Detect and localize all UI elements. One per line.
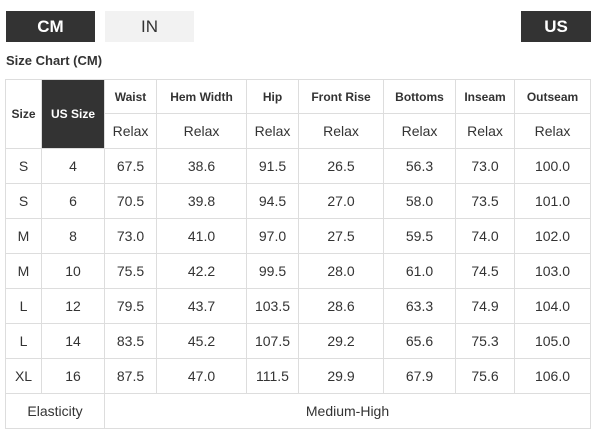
- measurement-cell: 56.3: [383, 148, 456, 184]
- measurement-cell: 83.5: [104, 323, 157, 359]
- table-row: XL 16 87.5 47.0 111.5 29.9 67.9 75.6 106.0: [5, 358, 591, 394]
- measurement-cell: 74.9: [455, 288, 515, 324]
- column-header-waist: Waist: [104, 79, 157, 114]
- size-cell: M: [5, 253, 42, 289]
- measurement-cell: 97.0: [246, 218, 299, 254]
- unit-cm-button[interactable]: CM: [6, 11, 95, 42]
- measurement-cell: 87.5: [104, 358, 157, 394]
- table-row: M 8 73.0 41.0 97.0 27.5 59.5 74.0 102.0: [5, 218, 591, 254]
- measurement-cell: 63.3: [383, 288, 456, 324]
- table-row: L 12 79.5 43.7 103.5 28.6 63.3 74.9 104.0: [5, 288, 591, 324]
- measurement-cell: 67.9: [383, 358, 456, 394]
- size-cell: L: [5, 288, 42, 324]
- measurement-cell: 74.5: [455, 253, 515, 289]
- elasticity-label: Elasticity: [5, 393, 105, 429]
- measurement-cell: 105.0: [514, 323, 591, 359]
- measurement-cell: 103.5: [246, 288, 299, 324]
- column-header-bottoms: Bottoms: [383, 79, 456, 114]
- measurement-cell: 106.0: [514, 358, 591, 394]
- measurement-cell: 38.6: [156, 148, 247, 184]
- measurement-cell: 59.5: [383, 218, 456, 254]
- measurement-cell: 79.5: [104, 288, 157, 324]
- us-size-cell: 12: [41, 288, 105, 324]
- table-row: S 6 70.5 39.8 94.5 27.0 58.0 73.5 101.0: [5, 183, 591, 219]
- fit-cell: Relax: [246, 113, 299, 149]
- fit-cell: Relax: [298, 113, 384, 149]
- measurement-cell: 43.7: [156, 288, 247, 324]
- measurement-cell: 102.0: [514, 218, 591, 254]
- measurement-cell: 75.5: [104, 253, 157, 289]
- measurement-cell: 73.0: [455, 148, 515, 184]
- measurement-cell: 75.6: [455, 358, 515, 394]
- table-body: S 4 67.5 38.6 91.5 26.5 56.3 73.0 100.0 S 6 70.5 39.…: [5, 148, 591, 394]
- us-size-cell: 4: [41, 148, 105, 184]
- column-header-hem-width: Hem Width: [156, 79, 247, 114]
- measurement-cell: 27.5: [298, 218, 384, 254]
- measurement-cell: 101.0: [514, 183, 591, 219]
- measurement-cell: 73.5: [455, 183, 515, 219]
- size-chart-title: Size Chart (CM): [6, 53, 103, 68]
- measurement-cell: 28.6: [298, 288, 384, 324]
- measurement-cell: 41.0: [156, 218, 247, 254]
- measurement-cell: 75.3: [455, 323, 515, 359]
- us-size-cell: 6: [41, 183, 105, 219]
- unit-in-button[interactable]: IN: [105, 11, 194, 42]
- fit-cell: Relax: [104, 113, 157, 149]
- measurement-cell: 99.5: [246, 253, 299, 289]
- measurement-cell: 28.0: [298, 253, 384, 289]
- measurement-cell: 26.5: [298, 148, 384, 184]
- column-header-outseam: Outseam: [514, 79, 591, 114]
- size-chart-table: Size US Size Waist Hem Width Hip Front R…: [5, 79, 591, 429]
- measurement-cell: 74.0: [455, 218, 515, 254]
- table-row: L 14 83.5 45.2 107.5 29.2 65.6 75.3 105.0: [5, 323, 591, 359]
- measurement-cell: 111.5: [246, 358, 299, 394]
- fit-row: Relax Relax Relax Relax Relax Relax Rela…: [6, 113, 591, 149]
- column-header-hip: Hip: [246, 79, 299, 114]
- size-column-header: Size: [5, 79, 42, 149]
- measurement-cell: 61.0: [383, 253, 456, 289]
- measurement-cell: 58.0: [383, 183, 456, 219]
- region-us-button[interactable]: US: [521, 11, 591, 42]
- measurement-cell: 70.5: [104, 183, 157, 219]
- us-size-cell: 16: [41, 358, 105, 394]
- us-size-cell: 14: [41, 323, 105, 359]
- measurement-cell: 104.0: [514, 288, 591, 324]
- measurement-cell: 39.8: [156, 183, 247, 219]
- table-header-row: Size US Size Waist Hem Width Hip Front R…: [5, 79, 591, 149]
- measurement-cell: 27.0: [298, 183, 384, 219]
- measurement-cell: 65.6: [383, 323, 456, 359]
- fit-cell: Relax: [455, 113, 515, 149]
- measurement-cell: 29.9: [298, 358, 384, 394]
- size-cell: S: [5, 148, 42, 184]
- fit-cell: Relax: [383, 113, 456, 149]
- size-cell: S: [5, 183, 42, 219]
- size-cell: M: [5, 218, 42, 254]
- size-cell: L: [5, 323, 42, 359]
- measurement-cell: 91.5: [246, 148, 299, 184]
- measurement-cell: 100.0: [514, 148, 591, 184]
- size-cell: XL: [5, 358, 42, 394]
- us-size-cell: 10: [41, 253, 105, 289]
- measurement-cell: 107.5: [246, 323, 299, 359]
- measurement-cell: 73.0: [104, 218, 157, 254]
- us-size-cell: 8: [41, 218, 105, 254]
- table-row: M 10 75.5 42.2 99.5 28.0 61.0 74.5 103.0: [5, 253, 591, 289]
- column-header-front-rise: Front Rise: [298, 79, 384, 114]
- measurement-cell: 29.2: [298, 323, 384, 359]
- measurement-cell: 45.2: [156, 323, 247, 359]
- table-row: S 4 67.5 38.6 91.5 26.5 56.3 73.0 100.0: [5, 148, 591, 184]
- fit-cell: Relax: [514, 113, 591, 149]
- us-size-column-header: US Size: [41, 79, 105, 149]
- elasticity-value: Medium-High: [104, 393, 591, 429]
- measurement-cell: 67.5: [104, 148, 157, 184]
- elasticity-row: Elasticity Medium-High: [5, 393, 591, 429]
- measurement-cell: 94.5: [246, 183, 299, 219]
- column-header-inseam: Inseam: [455, 79, 515, 114]
- measurement-cell: 42.2: [156, 253, 247, 289]
- measurement-cell: 103.0: [514, 253, 591, 289]
- measurement-cell: 47.0: [156, 358, 247, 394]
- fit-cell: Relax: [156, 113, 247, 149]
